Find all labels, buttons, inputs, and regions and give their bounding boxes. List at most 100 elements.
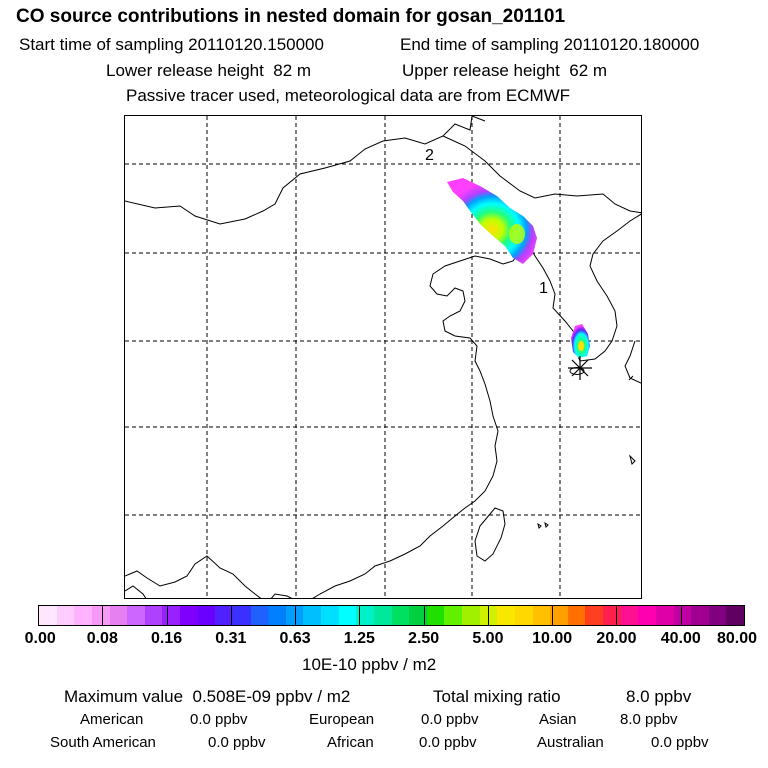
region-australian-value: 0.0 ppbv: [651, 734, 709, 751]
start-time-line: Start time of sampling 20110120.150000: [19, 35, 324, 55]
colorbar-segment: [285, 606, 304, 625]
colorbar-tick-label: 80.00: [716, 630, 758, 647]
max-value: 0.508E-09 ppbv / m2: [192, 687, 351, 706]
colorbar-segment: [321, 606, 339, 625]
colorbar-segment: [56, 606, 75, 625]
colorbar-segment: [250, 606, 269, 625]
receptor-asterisk-icon: [568, 356, 592, 380]
colorbar-tick-label: 0.63: [279, 630, 311, 647]
colorbar-segment: [197, 606, 216, 625]
region-african-value: 0.0 ppbv: [419, 734, 477, 751]
region-south-american-value: 0.0 ppbv: [208, 734, 266, 751]
colorbar-segment: [655, 606, 674, 625]
colorbar-divider: [359, 605, 361, 626]
lower-release-label: Lower release height: [106, 61, 264, 80]
lat-lon-grid: [125, 116, 641, 598]
max-value-label: Maximum value: [64, 687, 184, 706]
concentration-plume-receptor: [571, 324, 590, 358]
region-australian-name: Australian: [537, 734, 604, 751]
upper-release-label: Upper release height: [402, 61, 560, 80]
region-asian-name: Asian: [539, 711, 577, 728]
colorbar-segment: [497, 606, 515, 625]
colorbar-divider: [166, 605, 168, 626]
total-mixing-label: Total mixing ratio: [433, 687, 561, 706]
marker-label-2: 2: [425, 147, 434, 164]
colorbar-segment: [127, 606, 145, 625]
colorbar-segment: [708, 606, 727, 625]
end-time-value: 20110120.180000: [563, 35, 700, 54]
colorbar-segment: [356, 606, 374, 625]
colorbar-segment: [603, 606, 621, 625]
colorbar-divider: [295, 605, 297, 626]
start-time-value: 20110120.150000: [188, 35, 324, 54]
colorbar-tick-label: 1.25: [343, 630, 375, 647]
colorbar-segment: [514, 606, 533, 625]
colorbar-divider: [102, 605, 104, 626]
region-south-american-name: South American: [50, 734, 156, 751]
colorbar-segment: [444, 606, 462, 625]
colorbar-segment: [338, 606, 357, 625]
coastlines: [125, 116, 641, 598]
colorbar-segment: [462, 606, 480, 625]
colorbar-segment: [691, 606, 709, 625]
colorbar-divider: [680, 605, 682, 626]
region-american-name: American: [80, 711, 144, 728]
colorbar-tick-label: 0.31: [215, 630, 247, 647]
upper-release-line: Upper release height 62 m: [402, 61, 607, 81]
colorbar-segment: [391, 606, 410, 625]
colorbar-tick-label: 0.08: [86, 630, 118, 647]
map-panel: 2 1: [124, 115, 642, 599]
colorbar-segment: [726, 606, 744, 625]
colorbar-segment: [409, 606, 427, 625]
colorbar-segment: [620, 606, 639, 625]
colorbar-tick-label: 0.16: [150, 630, 183, 647]
colorbar-segment: [39, 606, 57, 625]
colorbar-segment: [232, 606, 251, 625]
colorbar-segment: [74, 606, 92, 625]
region-asian-value: 8.0 ppbv: [620, 711, 678, 728]
lower-release-line: Lower release height 82 m: [106, 61, 311, 81]
colorbar-segment: [567, 606, 586, 625]
colorbar-segment: [215, 606, 233, 625]
colorbar-divider: [616, 605, 618, 626]
region-european-name: European: [309, 711, 375, 728]
colorbar-tick-label: 10.00: [532, 630, 573, 647]
colorbar-segment: [638, 606, 656, 625]
colorbar-tick-label: 2.50: [408, 630, 440, 647]
region-american-value: 0.0 ppbv: [190, 711, 248, 728]
region-african-name: African: [327, 734, 374, 751]
concentration-plume-north: [447, 178, 537, 264]
colorbar-segment: [585, 606, 603, 625]
colorbar-segment: [532, 606, 551, 625]
max-value-line: Maximum value 0.508E-09 ppbv / m2: [64, 687, 350, 707]
colorbar-segment: [673, 606, 692, 625]
colorbar-divider: [423, 605, 425, 626]
colorbar-segment: [303, 606, 321, 625]
colorbar-segment: [109, 606, 128, 625]
colorbar-divider: [487, 605, 489, 626]
colorbar-tick-label: 5.00: [472, 630, 504, 647]
map-svg: 2 1: [125, 116, 641, 598]
colorbar-divider: [552, 605, 554, 626]
colorbar: [38, 605, 745, 626]
region-european-value: 0.0 ppbv: [421, 711, 479, 728]
colorbar-segment: [91, 606, 110, 625]
colorbar-segment: [180, 606, 198, 625]
tracer-note: Passive tracer used, meteorological data…: [126, 86, 571, 105]
colorbar-segment: [373, 606, 392, 625]
colorbar-tick-label: 20.00: [596, 630, 637, 647]
colorbar-segment: [550, 606, 568, 625]
colorbar-segment: [162, 606, 180, 625]
colorbar-segment: [426, 606, 445, 625]
upper-release-value: 62 m: [569, 61, 608, 80]
colorbar-segment: [268, 606, 286, 625]
lower-release-value: 82 m: [273, 61, 312, 80]
colorbar-unit: 10E-10 ppbv / m2: [302, 655, 437, 674]
colorbar-segment: [144, 606, 163, 625]
plot-title: CO source contributions in nested domain…: [16, 6, 566, 27]
end-time-line: End time of sampling 20110120.180000: [400, 35, 699, 55]
colorbar-divider: [230, 605, 232, 626]
end-time-label: End time of sampling: [400, 35, 559, 54]
start-time-label: Start time of sampling: [19, 35, 184, 54]
colorbar-tick-label: 40.00: [660, 630, 701, 647]
